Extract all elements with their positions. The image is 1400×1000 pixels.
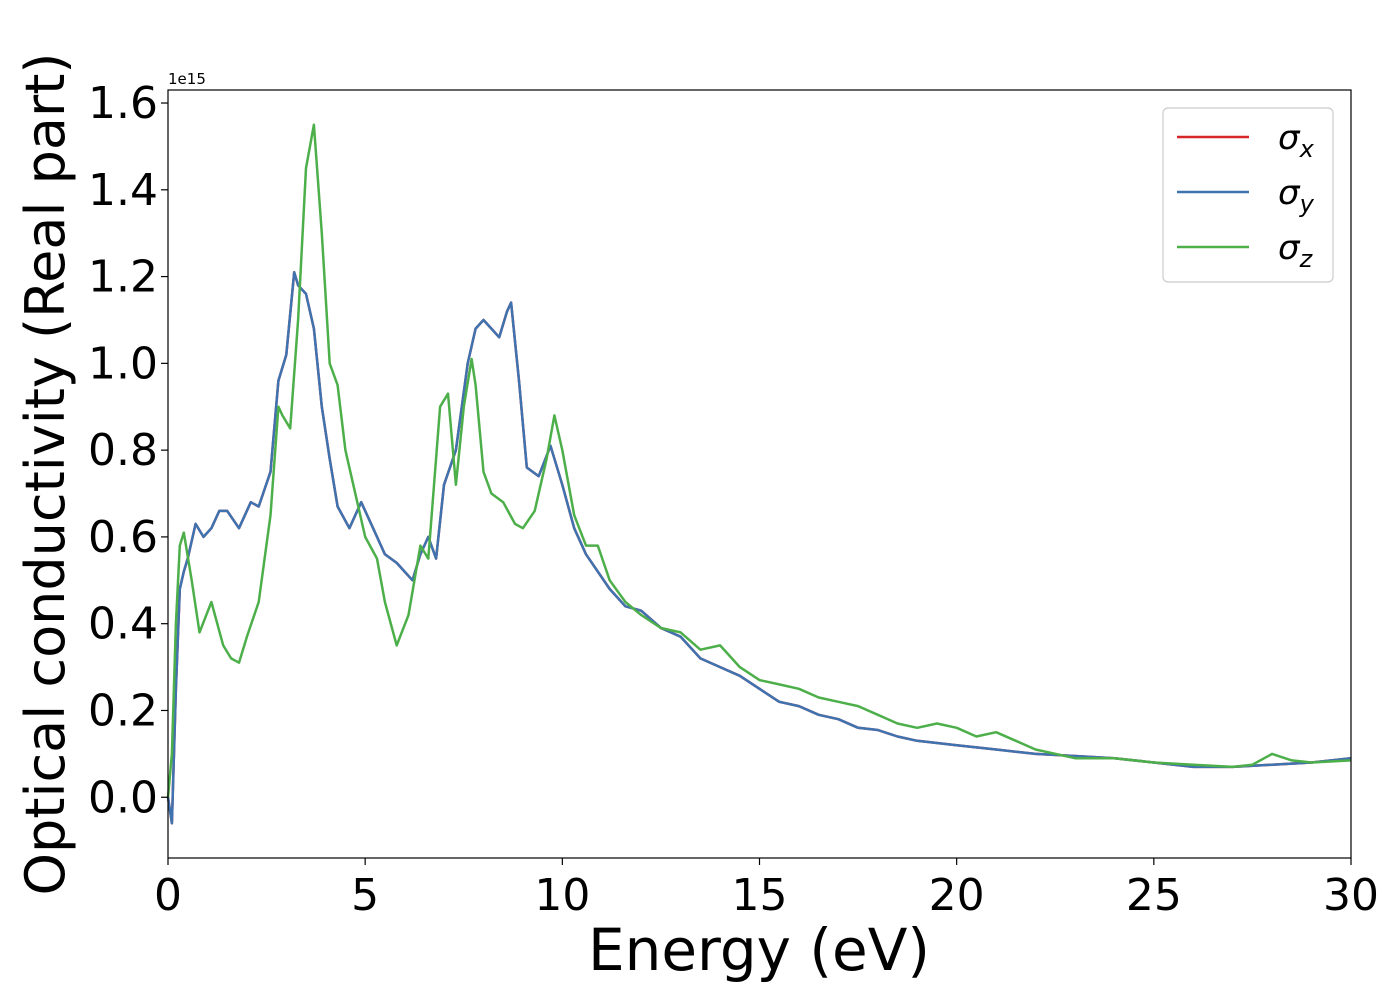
series-line-y xyxy=(166,270,1352,825)
y-tick-label: 1.4 xyxy=(88,165,158,216)
x-tick-label: 20 xyxy=(929,870,985,921)
legend-subscript: x xyxy=(1299,135,1315,163)
y-axis-label: Optical conductivity (Real part) xyxy=(14,53,77,896)
y-tick-label: 1.2 xyxy=(88,252,158,303)
x-axis-ticks: 0 5 10 15 20 25 30 xyxy=(154,858,1379,921)
x-tick-label: 0 xyxy=(154,870,182,921)
x-tick-label: 10 xyxy=(534,870,590,921)
x-tick-label: 25 xyxy=(1126,870,1182,921)
legend-box xyxy=(1162,107,1334,283)
legend-subscript: y xyxy=(1299,190,1315,218)
legend-subscript: z xyxy=(1299,245,1314,273)
y-offset-label: 1e15 xyxy=(168,70,206,88)
x-axis-label: Energy (eV) xyxy=(588,916,930,984)
y-axis-ticks: 0.0 0.2 0.4 0.6 0.8 1.0 1.2 1.4 1.6 xyxy=(88,78,168,823)
y-tick-label: 0.0 xyxy=(88,772,158,823)
x-tick-label: 5 xyxy=(351,870,379,921)
y-tick-label: 0.4 xyxy=(88,599,158,650)
x-tick-label: 30 xyxy=(1323,870,1379,921)
y-tick-label: 0.6 xyxy=(88,512,158,563)
y-tick-label: 1.0 xyxy=(88,338,158,389)
x-tick-label: 15 xyxy=(732,870,788,921)
series-layer xyxy=(166,123,1352,825)
y-tick-label: 0.2 xyxy=(88,685,158,736)
y-tick-label: 1.6 xyxy=(88,78,158,129)
series-line-z xyxy=(166,123,1352,798)
y-tick-label: 0.8 xyxy=(88,425,158,476)
